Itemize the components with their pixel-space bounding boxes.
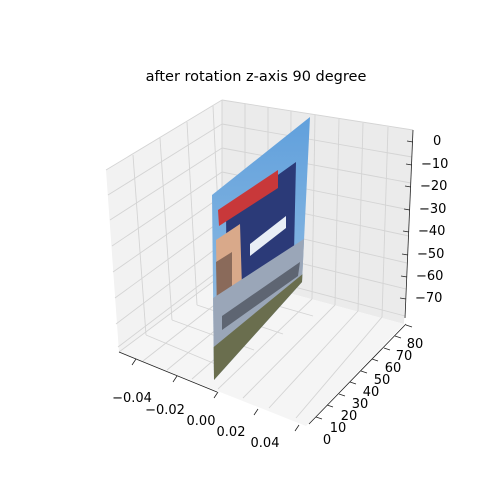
z-tick-label: −50 [417,247,444,262]
chart-title: after rotation z-axis 90 degree [146,69,367,85]
y-axis-ticks: 0 10 20 30 40 50 60 70 80 [315,324,424,448]
x-tick-label: 0.02 [217,425,246,440]
y-tick-label: 30 [352,397,369,412]
floor-pane [119,275,404,426]
z-tick-label: 0 [433,134,441,149]
z-axis-ticks: 0 −10 −20 −30 −40 −50 −60 −70 [399,134,448,306]
y-tick-label: 20 [341,409,358,424]
x-axis-ticks: −0.04 −0.02 0.00 0.02 0.04 [112,358,300,451]
z-tick-label: −70 [415,291,442,306]
surface-windows [222,262,300,330]
z-tick-label: −60 [416,269,443,284]
y-tick-label: 0 [323,433,331,448]
z-tick-label: −40 [418,224,445,239]
z-tick-label: −10 [421,157,448,172]
y-tick-label: 60 [385,361,402,376]
surface-billboard-red [218,170,278,226]
x-tick-label: 0.04 [251,436,280,451]
y-tick-label: 80 [407,337,424,352]
y-tick-label: 70 [396,349,413,364]
surface-ground [212,268,310,380]
z-tick-label: −30 [419,202,446,217]
x-tick-label: −0.02 [145,403,185,418]
y-tick-label: 50 [374,373,391,388]
axis-edges [118,129,414,425]
x-tick-label: −0.04 [112,391,152,406]
x-tick-label: 0.00 [187,414,216,429]
grid-z-lines [105,99,414,348]
surface-billboard-blue [226,162,296,306]
z-tick-label: −20 [420,179,447,194]
y-tick-label: 10 [330,421,347,436]
y-tick-label: 40 [363,385,380,400]
left-pane [106,100,222,352]
surface-billboard-white-text [250,216,286,256]
